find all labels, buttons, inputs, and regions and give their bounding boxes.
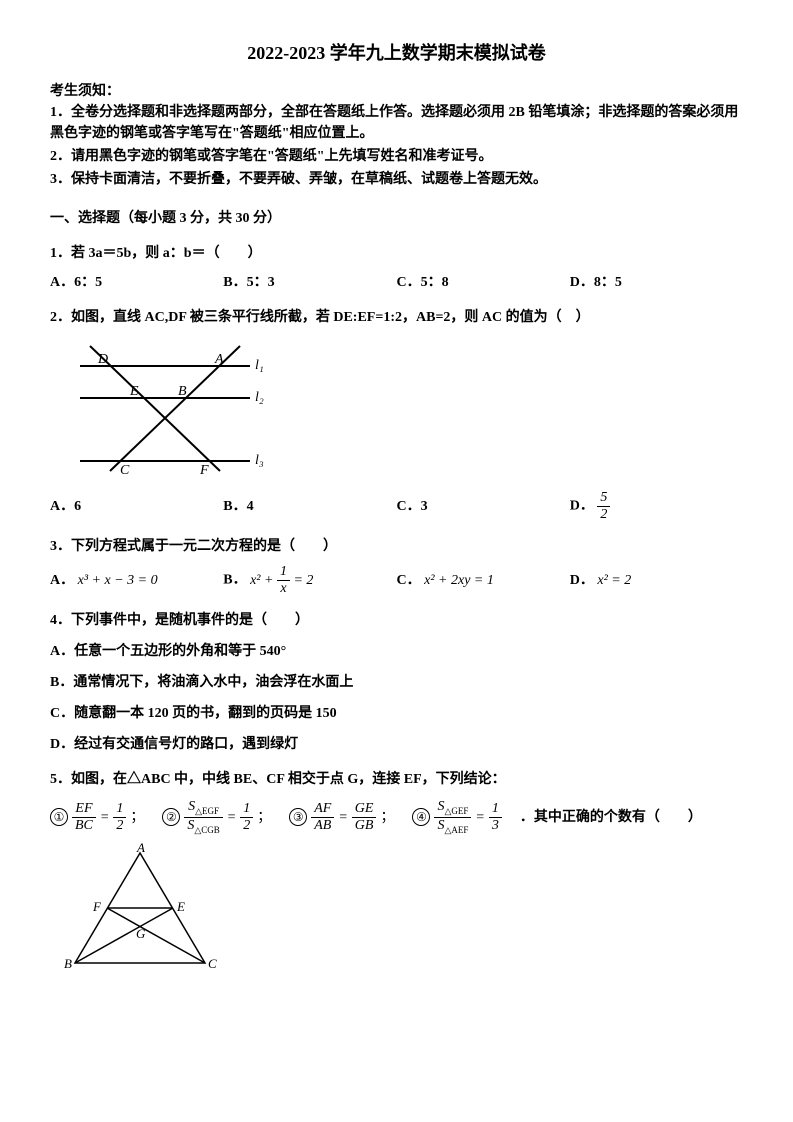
instruction-1: 1．全卷分选择题和非选择题两部分，全部在答题纸上作答。选择题必须用 2B 铅笔填… (50, 102, 743, 144)
q2-label-e: E (129, 384, 139, 399)
q1-opt-a: A．6：5 (50, 272, 223, 293)
q5-i4-subd: △AEF (444, 825, 468, 835)
q3-a-prefix: A． (50, 573, 74, 588)
instruction-2: 2．请用黑色字迹的钢笔或答字笔在"答题纸"上先填写姓名和准考证号。 (50, 146, 743, 167)
q3-b-left: x² + (250, 573, 277, 588)
q5-i4-d2: 3 (489, 818, 502, 833)
q5-i4-subn: △GEF (444, 806, 468, 816)
q5-i3-d1: AB (311, 818, 334, 833)
q5-i1-d1: BC (72, 818, 96, 833)
q5-i3-n2: GE (352, 802, 377, 818)
q3-b-den: x (277, 581, 290, 596)
q5-item-3: ③ AFAB = GEGB ； (289, 802, 394, 833)
q5-i1-eq: = (100, 807, 109, 828)
q3-opt-b: B． x² + 1x = 2 (223, 565, 396, 596)
circled-2-icon: ② (162, 808, 180, 826)
q5-label-c: C (208, 956, 217, 971)
q5-i2-eq: = (227, 807, 236, 828)
q2-label-c: C (120, 463, 130, 476)
q2-opt-d-prefix: D． (570, 499, 594, 514)
q2-options: A．6 B．4 C．3 D． 5 2 (50, 491, 743, 522)
q5-i4-n2: 1 (489, 802, 502, 818)
q5-i3-d2: GB (352, 818, 377, 833)
circled-4-icon: ④ (412, 808, 430, 826)
q5-item-1: ① EFBC = 12 ； (50, 802, 144, 833)
q2-opt-d: D． 5 2 (570, 491, 743, 522)
q4-stem: 4．下列事件中，是随机事件的是（ ） (50, 610, 743, 631)
q5-i2-d2: 2 (240, 818, 253, 833)
q3-b-num: 1 (277, 565, 290, 581)
q3-opt-d: D． x² = 2 (570, 570, 743, 591)
q2-label-l3: l₃ (255, 453, 264, 468)
q5-label-g: G (136, 926, 146, 941)
q4-options: A．任意一个五边形的外角和等于 540° B．通常情况下，将油滴入水中，油会浮在… (50, 641, 743, 755)
q2-label-f: F (199, 463, 209, 476)
q1-options: A．6：5 B．5：3 C．5：8 D．8：5 (50, 272, 743, 293)
q2-opt-d-num: 5 (597, 491, 610, 507)
q5-end: ．其中正确的个数有（ ） (520, 807, 702, 828)
q2-opt-d-den: 2 (597, 507, 610, 522)
q1-opt-b: B．5：3 (223, 272, 396, 293)
q5-item-4: ④ S△GEF S△AEF = 13 (412, 800, 501, 835)
notice-heading: 考生须知： (50, 81, 743, 102)
q5-i2-tail: ； (257, 807, 271, 828)
q2-label-a: A (214, 352, 224, 367)
q5-stem: 5．如图，在△ABC 中，中线 BE、CF 相交于点 G，连接 EF，下列结论： (50, 769, 743, 790)
q3-opt-a: A． x³ + x − 3 = 0 (50, 570, 223, 591)
q5-label-b: B (64, 956, 72, 971)
q2-label-b: B (178, 384, 187, 399)
circled-1-icon: ① (50, 808, 68, 826)
q3-stem: 3．下列方程式属于一元二次方程的是（ ） (50, 536, 743, 557)
q3-opt-c: C． x² + 2xy = 1 (397, 570, 570, 591)
q5-item-2: ② S△EGF S△CGB = 12 ； (162, 800, 271, 835)
q2-label-l2: l₂ (255, 390, 264, 405)
q4-opt-a: A．任意一个五边形的外角和等于 540° (50, 641, 743, 662)
q5-i3-eq: = (338, 807, 347, 828)
q5-i3-n1: AF (311, 802, 334, 818)
q5-figure: A B C F E G (60, 843, 743, 980)
q5-i2-n2: 1 (240, 802, 253, 818)
q5-label-e: E (176, 899, 185, 914)
q3-d-expr: x² = 2 (597, 573, 631, 588)
q2-figure: D A E B F C l₁ l₂ l₃ (60, 336, 743, 483)
q4-opt-d: D．经过有交通信号灯的路口，遇到绿灯 (50, 734, 743, 755)
q2-stem: 2．如图，直线 AC,DF 被三条平行线所截，若 DE:EF=1:2，AB=2，… (50, 307, 743, 328)
q2-label-l1: l₁ (255, 358, 264, 373)
q5-i2-subn: △EGF (195, 806, 219, 816)
q5-i3-tail: ； (380, 807, 394, 828)
q4-opt-b: B．通常情况下，将油滴入水中，油会浮在水面上 (50, 672, 743, 693)
q1-stem: 1．若 3a＝5b，则 a：b＝（ ） (50, 243, 743, 264)
q3-c-expr: x² + 2xy = 1 (424, 573, 494, 588)
q5-i1-n2: 1 (113, 802, 126, 818)
q1-opt-d: D．8：5 (570, 272, 743, 293)
q3-d-prefix: D． (570, 573, 594, 588)
q3-options: A． x³ + x − 3 = 0 B． x² + 1x = 2 C． x² +… (50, 565, 743, 596)
q5-i2-subd: △CGB (194, 825, 219, 835)
q5-i1-n1: EF (72, 802, 96, 818)
q5-label-a: A (136, 843, 145, 855)
q2-opt-c: C．3 (397, 496, 570, 517)
q5-i4-eq: = (475, 807, 484, 828)
q2-label-d: D (97, 352, 108, 367)
circled-3-icon: ③ (289, 808, 307, 826)
q1-opt-c: C．5：8 (397, 272, 570, 293)
q3-a-expr: x³ + x − 3 = 0 (78, 573, 158, 588)
q5-label-f: F (92, 899, 102, 914)
q3-c-prefix: C． (397, 573, 421, 588)
q4-opt-c: C．随意翻一本 120 页的书，翻到的页码是 150 (50, 703, 743, 724)
q3-b-right: = 2 (290, 573, 313, 588)
section-1-heading: 一、选择题（每小题 3 分，共 30 分） (50, 208, 743, 229)
page-title: 2022-2023 学年九上数学期末模拟试卷 (50, 40, 743, 67)
q2-opt-b: B．4 (223, 496, 396, 517)
q5-i1-d2: 2 (113, 818, 126, 833)
q3-b-prefix: B． (223, 573, 246, 588)
instruction-3: 3．保持卡面清洁，不要折叠，不要弄破、弄皱，在草稿纸、试题卷上答题无效。 (50, 169, 743, 190)
q5-i1-tail: ； (130, 807, 144, 828)
q2-opt-a: A．6 (50, 496, 223, 517)
q5-conclusions: ① EFBC = 12 ； ② S△EGF S△CGB = 12 ； ③ AFA… (50, 800, 743, 835)
